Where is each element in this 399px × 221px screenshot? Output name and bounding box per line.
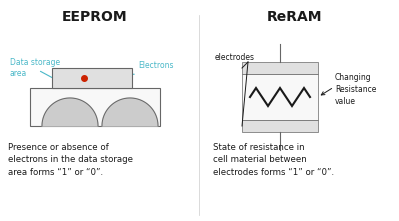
Text: ReRAM: ReRAM [267, 10, 323, 24]
Bar [52, 68, 132, 88]
Text: State of resistance in
cell material between
electrodes forms “1” or “0”.: State of resistance in cell material bet… [213, 143, 334, 177]
Text: Electrons: Electrons [138, 61, 174, 69]
Text: EEPROM: EEPROM [62, 10, 128, 24]
Bar [242, 120, 318, 132]
Bar [242, 62, 318, 74]
Bar [242, 74, 318, 120]
Text: electrodes: electrodes [215, 53, 255, 63]
Text: Presence or absence of
electrons in the data storage
area forms “1” or “0”.: Presence or absence of electrons in the … [8, 143, 133, 177]
Text: Data storage
area: Data storage area [10, 58, 60, 78]
Text: Changing
Resistance
value: Changing Resistance value [335, 73, 376, 106]
Polygon shape [42, 98, 98, 126]
Polygon shape [102, 98, 158, 126]
Bar [30, 88, 160, 126]
